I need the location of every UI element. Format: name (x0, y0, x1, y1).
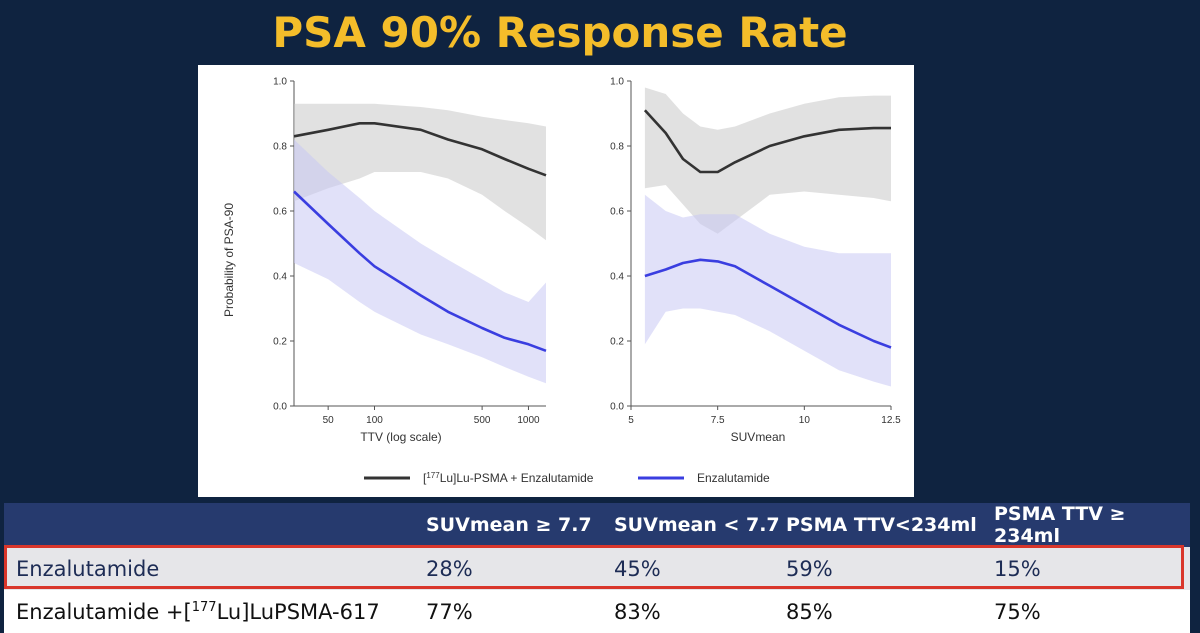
y-tick-label: 0.2 (273, 337, 287, 348)
confidence-band (644, 194, 891, 387)
series-line (643, 109, 891, 174)
row-label-suffix: Lu]LuPSMA-617 (216, 599, 380, 624)
x-axis-label-suvmean: SUVmean (731, 430, 786, 444)
table-header-row: SUVmean ≥ 7.7 SUVmean < 7.7 PSMA TTV<234… (4, 503, 1190, 547)
cell-value: 59% (786, 547, 994, 590)
x-axis-label-ttv: TTV (log scale) (360, 430, 441, 444)
response-table: SUVmean ≥ 7.7 SUVmean < 7.7 PSMA TTV<234… (4, 503, 1190, 633)
row-label-isotope: 177 (191, 599, 217, 615)
x-tick-label: 100 (366, 415, 383, 426)
table-header-ttv-high: PSMA TTV ≥ 234ml (994, 503, 1190, 547)
confidence-band (294, 103, 546, 241)
y-tick-label: 0.6 (273, 207, 287, 218)
legend-label-combo: [177Lu]Lu-PSMA + Enzalutamide (423, 471, 594, 485)
legend: [177Lu]Lu-PSMA + Enzalutamide Enzalutami… (364, 471, 770, 485)
table-header-suv-high: SUVmean ≥ 7.7 (426, 503, 614, 547)
y-tick-label: 0.4 (610, 272, 624, 283)
table-header-ttv-low: PSMA TTV<234ml (786, 503, 994, 547)
y-tick-label: 0.8 (273, 142, 287, 153)
plot-card: 0.0 0.2 0.4 0.6 0.8 1.0 50 100 500 1000 0.0 0.2 0.4… (198, 65, 914, 497)
confidence-band (644, 87, 891, 234)
row-label-prefix: Enzalutamide +[ (16, 599, 192, 624)
y-tick-label: 0.4 (273, 272, 287, 283)
legend-combo-rest: Lu]Lu-PSMA + Enzalutamide (440, 471, 594, 485)
x-tick-label: 1000 (517, 415, 540, 426)
table-header-suv-low: SUVmean < 7.7 (614, 503, 786, 547)
x-tick-label: 5 (628, 415, 634, 426)
y-tick-label: 1.0 (273, 77, 287, 88)
legend-combo-bracket: [ (423, 471, 427, 485)
row-label: Enzalutamide (4, 547, 426, 590)
charts-svg: 0.0 0.2 0.4 0.6 0.8 1.0 50 100 500 1000 0.0 0.2 0.4… (222, 77, 901, 486)
table-row-combination: Enzalutamide +[177Lu]LuPSMA-617 77% 83% … (4, 590, 1190, 633)
y-axis-label: Probability of PSA-90 (222, 203, 236, 317)
y-tick-label: 0.8 (610, 142, 624, 153)
x-tick-label: 10 (799, 415, 811, 426)
legend-label-enza: Enzalutamide (697, 471, 770, 485)
y-tick-label: 0.0 (273, 402, 287, 413)
cell-value: 15% (994, 547, 1190, 590)
x-tick-label: 12.5 (881, 415, 901, 426)
cell-value: 83% (614, 590, 786, 633)
series-line (644, 258, 892, 349)
cell-value: 45% (614, 547, 786, 590)
panel-ttv: 0.0 0.2 0.4 0.6 0.8 1.0 50 100 500 1000 (273, 77, 547, 426)
y-tick-label: 0.2 (610, 337, 624, 348)
x-tick-label: 50 (323, 415, 335, 426)
series-line (293, 121, 547, 177)
cell-value: 75% (994, 590, 1190, 633)
y-tick-label: 1.0 (610, 77, 624, 88)
cell-value: 85% (786, 590, 994, 633)
slide-title: PSA 90% Response Rate (272, 8, 848, 57)
x-tick-label: 500 (474, 415, 491, 426)
confidence-band (294, 139, 546, 384)
table-row-enzalutamide: Enzalutamide 28% 45% 59% 15% (4, 547, 1190, 590)
x-tick-label: 7.5 (711, 415, 725, 426)
legend-combo-isotope: 177 (426, 471, 440, 480)
y-tick-label: 0.6 (610, 207, 624, 218)
table-header-blank (4, 503, 426, 547)
row-label: Enzalutamide +[177Lu]LuPSMA-617 (4, 590, 426, 633)
panel-suvmean: 0.0 0.2 0.4 0.6 0.8 1.0 5 7.5 10 12.5 (610, 77, 901, 427)
series-line (293, 190, 547, 353)
y-tick-label: 0.0 (610, 402, 624, 413)
cell-value: 28% (426, 547, 614, 590)
cell-value: 77% (426, 590, 614, 633)
